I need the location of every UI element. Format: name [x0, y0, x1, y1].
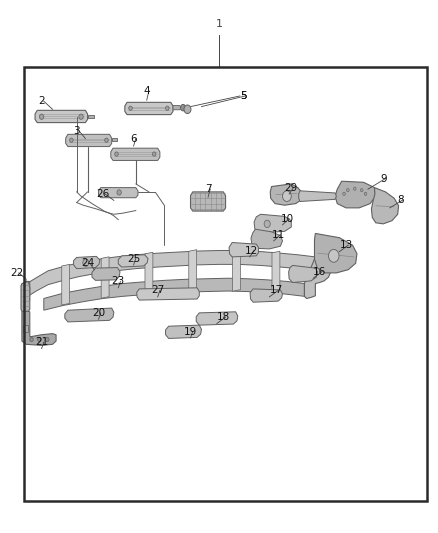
Circle shape — [117, 190, 121, 195]
Polygon shape — [28, 251, 315, 296]
Polygon shape — [22, 281, 28, 298]
Circle shape — [39, 114, 44, 119]
Polygon shape — [270, 184, 302, 205]
Text: 23: 23 — [112, 277, 125, 286]
Polygon shape — [166, 325, 201, 338]
Circle shape — [184, 105, 191, 114]
Text: 19: 19 — [184, 327, 197, 336]
Text: 12: 12 — [245, 246, 258, 255]
Circle shape — [70, 138, 73, 142]
Circle shape — [360, 189, 363, 192]
Polygon shape — [289, 265, 318, 282]
Polygon shape — [137, 288, 199, 300]
Polygon shape — [335, 181, 376, 208]
Polygon shape — [314, 233, 357, 273]
Circle shape — [264, 220, 270, 228]
Text: 16: 16 — [313, 267, 326, 277]
Polygon shape — [173, 106, 182, 110]
Text: 8: 8 — [397, 195, 404, 205]
Text: 4: 4 — [143, 86, 150, 95]
Text: 3: 3 — [73, 126, 80, 135]
Polygon shape — [22, 310, 56, 345]
Text: 29: 29 — [285, 183, 298, 192]
Polygon shape — [22, 281, 30, 300]
Polygon shape — [66, 134, 112, 147]
Circle shape — [283, 191, 291, 201]
Circle shape — [364, 192, 367, 196]
Circle shape — [46, 337, 49, 342]
Text: 5: 5 — [240, 91, 247, 101]
Circle shape — [30, 337, 33, 342]
Text: 1: 1 — [215, 19, 223, 29]
Text: 10: 10 — [280, 214, 293, 223]
Polygon shape — [191, 192, 226, 211]
Text: 26: 26 — [96, 189, 110, 199]
Polygon shape — [304, 257, 331, 298]
Polygon shape — [112, 138, 117, 141]
Polygon shape — [111, 148, 160, 160]
Text: 6: 6 — [130, 134, 137, 143]
Text: 2: 2 — [38, 96, 45, 106]
Polygon shape — [23, 325, 28, 332]
Text: 7: 7 — [205, 184, 212, 194]
Polygon shape — [272, 251, 280, 293]
Polygon shape — [118, 255, 148, 267]
Circle shape — [328, 249, 339, 262]
Text: 5: 5 — [240, 91, 247, 101]
Text: 20: 20 — [92, 308, 105, 318]
Text: 27: 27 — [151, 286, 164, 295]
Circle shape — [166, 106, 169, 110]
Circle shape — [105, 138, 108, 142]
Polygon shape — [145, 252, 153, 294]
Circle shape — [152, 152, 156, 156]
Text: 24: 24 — [81, 259, 94, 268]
Circle shape — [343, 192, 345, 196]
Polygon shape — [92, 268, 120, 280]
Text: 18: 18 — [217, 312, 230, 322]
Polygon shape — [233, 249, 240, 291]
Text: 11: 11 — [272, 230, 285, 239]
Polygon shape — [35, 110, 88, 123]
Polygon shape — [250, 289, 283, 302]
Polygon shape — [251, 229, 283, 249]
Polygon shape — [299, 191, 336, 201]
Polygon shape — [22, 298, 30, 302]
Polygon shape — [21, 281, 30, 311]
Polygon shape — [254, 214, 291, 233]
Text: 13: 13 — [339, 240, 353, 250]
Bar — [24, 67, 427, 501]
Polygon shape — [99, 188, 138, 198]
Polygon shape — [65, 308, 114, 322]
Polygon shape — [88, 115, 94, 118]
Circle shape — [38, 337, 41, 342]
Circle shape — [79, 114, 83, 119]
Polygon shape — [44, 278, 304, 310]
Polygon shape — [229, 243, 258, 257]
Text: 9: 9 — [380, 174, 387, 183]
Circle shape — [115, 152, 118, 156]
Polygon shape — [101, 257, 109, 298]
Polygon shape — [125, 102, 173, 115]
Circle shape — [346, 189, 349, 192]
Polygon shape — [74, 256, 100, 269]
Circle shape — [129, 106, 132, 110]
Polygon shape — [62, 264, 70, 305]
Polygon shape — [371, 188, 399, 224]
Circle shape — [353, 187, 356, 190]
Text: 25: 25 — [127, 254, 140, 263]
Text: 17: 17 — [269, 286, 283, 295]
Text: 21: 21 — [35, 337, 48, 347]
Polygon shape — [189, 249, 197, 292]
Text: 22: 22 — [10, 268, 23, 278]
Polygon shape — [196, 312, 238, 325]
Circle shape — [180, 104, 186, 111]
Circle shape — [83, 259, 89, 266]
